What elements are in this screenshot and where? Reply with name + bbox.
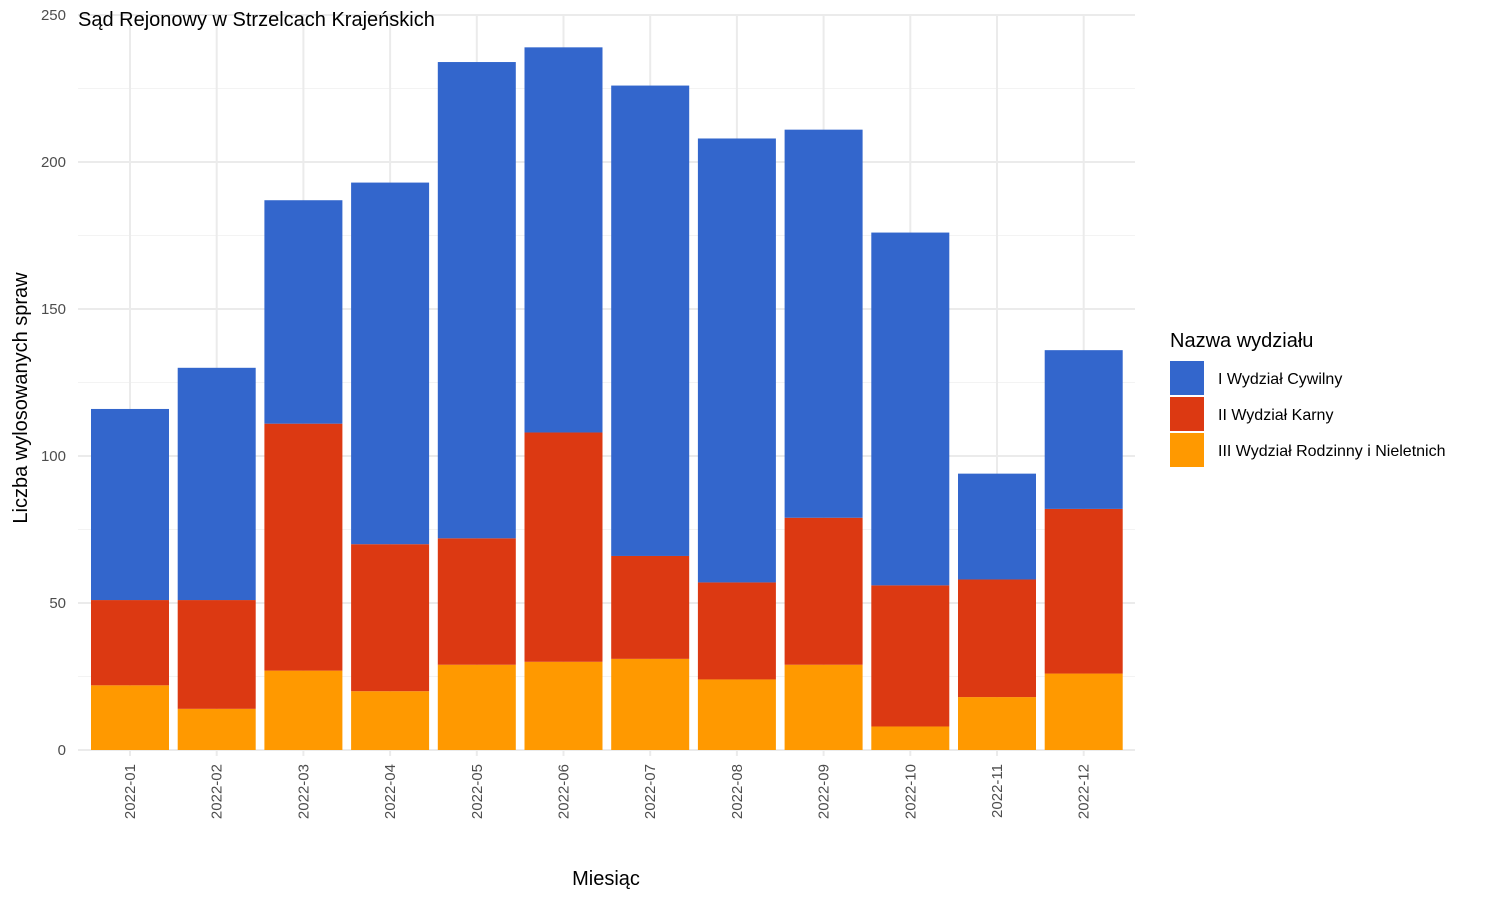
legend-key <box>1170 397 1204 431</box>
x-tick-label: 2022-10 <box>902 764 919 819</box>
legend-key <box>1170 433 1204 467</box>
x-tick-label: 2022-05 <box>469 764 486 819</box>
bar-segment <box>177 708 256 750</box>
chart-title: Sąd Rejonowy w Strzelcach Krajeńskich <box>78 9 435 31</box>
bar-segment <box>264 423 343 671</box>
bar-segment <box>611 658 690 750</box>
bar-segment <box>871 232 950 586</box>
legend-label: II Wydział Karny <box>1218 407 1333 424</box>
bar-segment <box>784 664 863 750</box>
x-tick-label: 2022-03 <box>295 764 312 819</box>
y-tick-label: 100 <box>41 448 66 465</box>
legend-label: III Wydział Rodzinny i Nieletnich <box>1218 443 1446 460</box>
x-axis-title: Miesiąc <box>572 868 640 890</box>
bar-segment <box>958 473 1036 580</box>
bar-segment <box>437 664 516 750</box>
bar-segment <box>177 600 256 709</box>
bar-segment <box>91 408 169 601</box>
bar-segment <box>958 579 1036 698</box>
y-tick-label: 250 <box>41 7 66 24</box>
x-tick-label: 2022-08 <box>729 764 746 819</box>
bar-segment <box>871 585 950 727</box>
bar-segment <box>177 367 256 601</box>
x-tick-label: 2022-01 <box>122 764 139 819</box>
bar-segment <box>437 62 516 539</box>
bar-segment <box>264 670 343 750</box>
y-tick-label: 200 <box>41 154 66 171</box>
x-tick-label: 2022-09 <box>816 764 833 819</box>
bar-segment <box>524 47 603 433</box>
bar-segment <box>524 432 603 662</box>
bar-segment <box>1044 673 1123 750</box>
bar-segment <box>1044 350 1123 509</box>
bar-segment <box>264 200 343 424</box>
bar-segment <box>437 538 516 665</box>
x-tick-label: 2022-02 <box>209 764 226 819</box>
bar-segment <box>91 685 169 750</box>
bar-segment <box>351 691 430 750</box>
legend-label: I Wydział Cywilny <box>1218 371 1342 388</box>
bars <box>91 47 1123 750</box>
bar-segment <box>611 85 690 556</box>
x-axis: 2022-01 2022-02 2022-03 2022-04 2022-05 2022-… <box>122 750 1093 819</box>
bar-segment <box>784 517 863 665</box>
bar-segment <box>697 582 776 680</box>
bar-segment <box>351 182 430 545</box>
bar-segment <box>524 661 603 750</box>
y-axis: 0 50 100 150 200 250 <box>41 7 66 759</box>
legend-key <box>1170 361 1204 395</box>
bar-segment <box>351 544 430 692</box>
x-tick-label: 2022-12 <box>1076 764 1093 819</box>
legend-title: Nazwa wydziału <box>1170 330 1313 352</box>
bar-segment <box>697 679 776 750</box>
y-axis-title: Liczba wylosowanych spraw <box>10 272 32 524</box>
bar-segment <box>91 600 169 686</box>
x-tick-label: 2022-06 <box>556 764 573 819</box>
x-tick-label: 2022-07 <box>642 764 659 819</box>
y-tick-label: 150 <box>41 301 66 318</box>
bar-segment <box>697 138 776 583</box>
bar-segment <box>871 726 950 750</box>
y-tick-label: 0 <box>58 742 66 759</box>
bar-segment <box>958 697 1036 750</box>
x-tick-label: 2022-11 <box>989 764 1006 818</box>
bar-segment <box>611 555 690 659</box>
legend: Nazwa wydziału I Wydział Cywilny II Wydzi… <box>1170 330 1446 467</box>
y-tick-label: 50 <box>49 595 66 612</box>
bar-segment <box>784 129 863 518</box>
bar-segment <box>1044 508 1123 674</box>
x-tick-label: 2022-04 <box>382 764 399 819</box>
